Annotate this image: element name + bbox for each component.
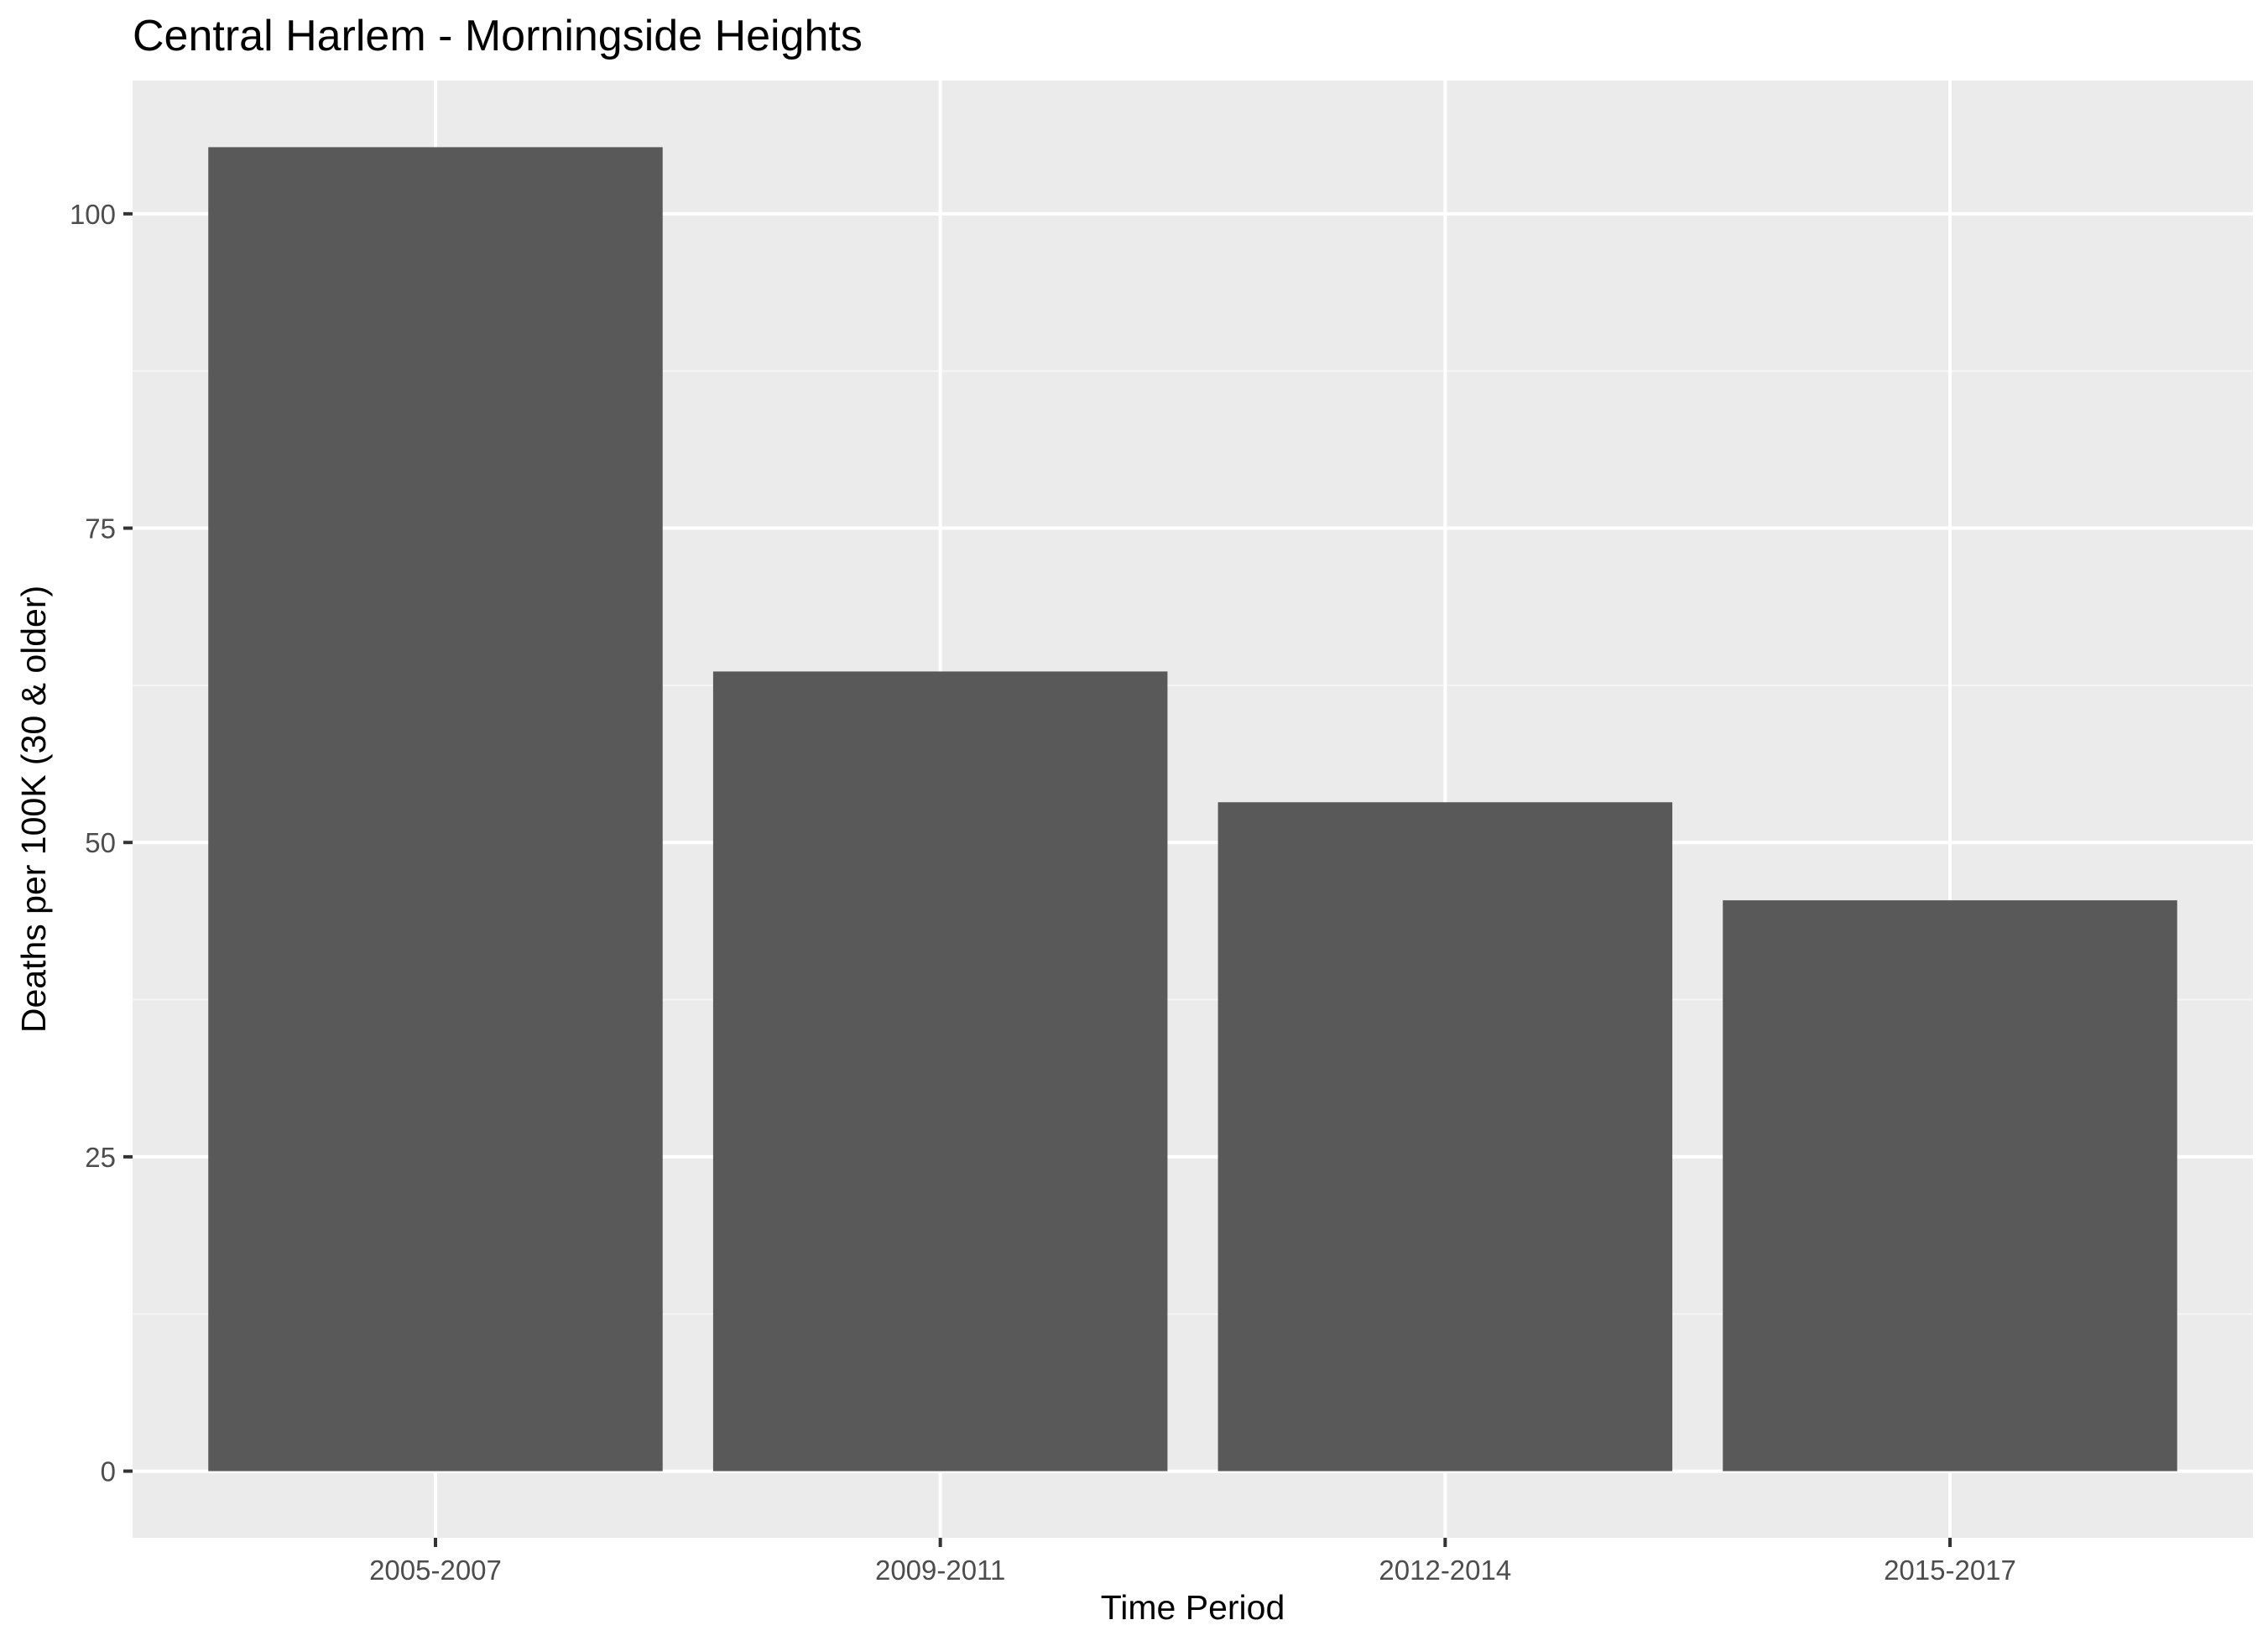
x-tick-label: 2005-2007 bbox=[369, 1555, 502, 1586]
x-axis-title: Time Period bbox=[1101, 1588, 1285, 1627]
x-axis: 2005-2007 2009-2011 2012-2014 2015-2017 bbox=[369, 1538, 2016, 1586]
y-tick-label: 0 bbox=[101, 1456, 116, 1487]
chart-title: Central Harlem - Morningside Heights bbox=[133, 12, 863, 60]
y-tick-label: 75 bbox=[85, 513, 116, 544]
x-tick-label: 2009-2011 bbox=[875, 1555, 1005, 1586]
x-tick-label: 2015-2017 bbox=[1884, 1555, 2016, 1586]
y-tick-label: 25 bbox=[85, 1142, 116, 1173]
x-tick-label: 2012-2014 bbox=[1379, 1555, 1511, 1586]
y-axis: 0 25 50 75 100 bbox=[70, 199, 133, 1487]
bar-2005-2007 bbox=[208, 147, 663, 1472]
y-tick-label: 100 bbox=[70, 199, 116, 230]
y-axis-title: Deaths per 100K (30 & older) bbox=[14, 586, 53, 1033]
bar-2009-2011 bbox=[712, 671, 1168, 1472]
bars bbox=[208, 147, 2177, 1472]
bar-2015-2017 bbox=[1723, 900, 2177, 1472]
y-tick-label: 50 bbox=[85, 827, 116, 858]
bar-2012-2014 bbox=[1217, 802, 1673, 1472]
